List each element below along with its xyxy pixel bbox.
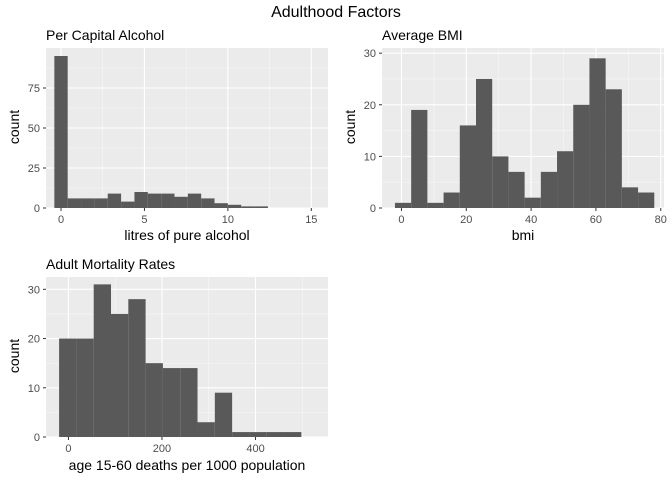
alcohol-bar [107,193,122,208]
bmi-bar [443,192,460,208]
mortality-title: Adult Mortality Rates [46,256,175,272]
alcohol-title: Per Capital Alcohol [46,27,164,43]
alcohol-ticks: 0 25 50 75 0 5 10 15 [28,83,318,226]
bmi-bar [459,125,476,208]
alcohol-y-tick-label: 75 [28,83,40,95]
bmi-bar [621,187,639,208]
alcohol-bar [81,198,95,208]
mortality-bar [128,299,146,437]
bmi-bar [508,171,525,208]
mortality-bar [266,432,285,437]
mortality-x-axis-label: age 15-60 deaths per 1000 population [69,457,306,473]
alcohol-bar [94,198,108,208]
bmi-y-tick-label: 30 [364,48,376,60]
bmi-ticks: 0 10 20 30 0 20 40 60 80 [364,48,667,226]
mortality-x-tick-label: 0 [65,443,71,455]
alcohol-y-tick-label: 50 [28,123,40,135]
alcohol-bars [54,56,268,208]
mortality-y-tick-label: 10 [28,383,40,395]
alcohol-histogram: Per Capital Alcohol 0 25 50 75 0 5 10 15 litres… [6,27,328,243]
bmi-x-tick-label: 60 [590,214,602,226]
alcohol-bar [121,201,135,208]
bmi-bar [524,197,541,208]
alcohol-bar [201,198,215,208]
mortality-bar [214,392,233,437]
alcohol-y-tick-label: 25 [28,163,40,175]
alcohol-bar [254,206,268,208]
bmi-bar [557,151,574,208]
mortality-y-tick-label: 30 [28,284,40,296]
bmi-x-tick-label: 0 [398,214,404,226]
bmi-bar [589,58,606,208]
alcohol-y-tick-label: 0 [34,203,40,215]
alcohol-bar [134,192,148,208]
mortality-x-tick-label: 200 [153,443,171,455]
alcohol-x-tick-label: 10 [222,214,234,226]
mortality-bar [284,432,302,437]
bmi-title: Average BMI [382,27,463,43]
bmi-bar [540,171,558,208]
alcohol-gridlines [46,48,328,209]
bmi-bar [394,202,412,208]
alcohol-bar [187,193,202,208]
alcohol-x-tick-label: 15 [305,214,317,226]
bmi-x-tick-label: 80 [655,214,667,226]
bmi-y-tick-label: 10 [364,151,376,163]
bmi-y-tick-label: 20 [364,100,376,112]
mortality-ticks: 0 10 20 30 0 200 400 [28,284,265,455]
bmi-bars [394,58,655,208]
mortality-x-tick-label: 400 [246,443,264,455]
mortality-bar [180,368,198,437]
mortality-bar [145,363,163,437]
mortality-bar [111,313,129,437]
mortality-histogram: Adult Mortality Rates 0 10 20 30 0 200 400 age… [6,256,328,473]
bmi-bar [427,202,444,208]
bmi-bar [476,78,493,208]
alcohol-bar [174,196,188,208]
bmi-bar [492,156,509,208]
alcohol-bar [227,204,242,208]
mortality-bar [76,338,94,437]
alcohol-bar [67,198,82,208]
mortality-y-axis-label: count [6,339,22,373]
alcohol-y-axis-label: count [6,110,22,144]
bmi-bar [638,192,655,208]
bmi-x-tick-label: 20 [460,214,472,226]
mortality-bar [162,368,181,437]
alcohol-x-tick-label: 5 [141,214,147,226]
alcohol-bar [241,206,255,208]
bmi-x-axis-label: bmi [512,227,535,243]
alcohol-bar [214,203,228,208]
alcohol-bar [147,193,162,208]
alcohol-bar [161,193,175,208]
bmi-bar [573,104,590,208]
alcohol-bar [54,56,68,208]
bmi-x-tick-label: 40 [525,214,537,226]
bmi-bar [605,89,622,208]
mortality-bar [249,432,267,437]
bmi-histogram: Average BMI 0 10 20 30 0 20 40 60 80 bmi count [342,27,667,243]
figure-title: Adulthood Factors [271,4,401,21]
mortality-bar [197,422,215,437]
alcohol-x-axis-label: litres of pure alcohol [124,227,249,243]
mortality-y-tick-label: 0 [34,432,40,444]
mortality-gridlines [46,277,328,438]
mortality-y-tick-label: 20 [28,334,40,346]
mortality-bars [59,284,302,437]
bmi-y-axis-label: count [342,110,358,144]
mortality-bar [59,338,77,437]
mortality-bar [93,284,112,437]
alcohol-x-tick-label: 0 [58,214,64,226]
bmi-y-tick-label: 0 [370,203,376,215]
bmi-bar [411,109,428,208]
mortality-bar [232,432,250,437]
